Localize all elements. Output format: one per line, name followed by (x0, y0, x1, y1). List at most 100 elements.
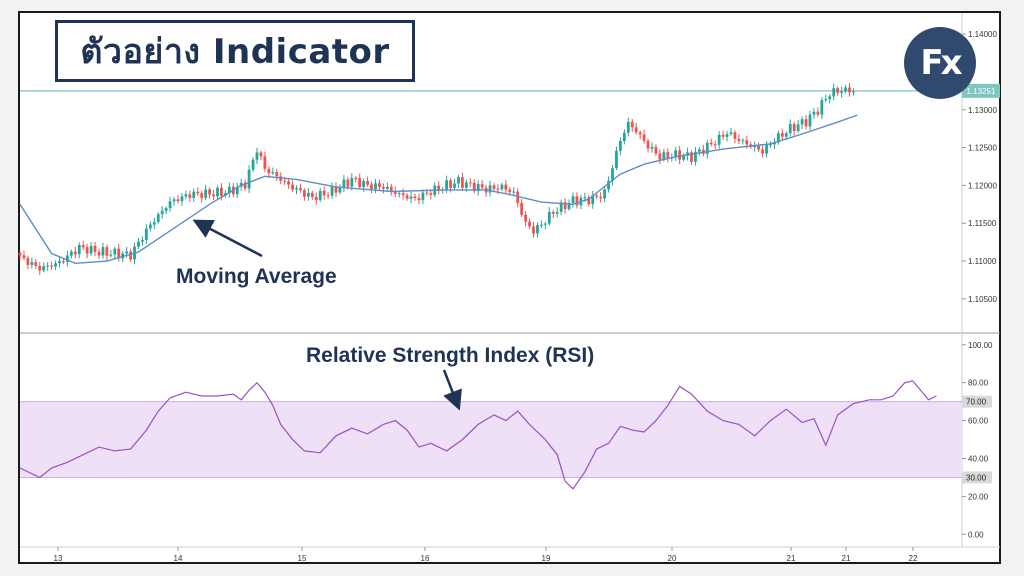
candle-body (488, 185, 492, 193)
candle-body (318, 190, 322, 201)
candle-body (180, 196, 184, 202)
candle-body (192, 191, 196, 198)
candle-body (619, 141, 622, 151)
candle-body (303, 190, 306, 197)
candle-body (42, 266, 46, 271)
rsi-band-tag (962, 395, 992, 408)
candle-body (417, 198, 421, 201)
candle-body (784, 133, 788, 137)
candle-body (844, 87, 847, 92)
candle-body (101, 247, 105, 256)
candle-body (520, 202, 524, 215)
candle-body (532, 226, 535, 234)
candle-body (698, 149, 701, 152)
candle-body (208, 189, 211, 195)
candle-body (346, 179, 350, 187)
rsi-tick-label: 100.00 (968, 341, 993, 350)
candle-body (705, 142, 709, 154)
current-price-label: 1.13251 (967, 87, 996, 96)
candle-body (212, 194, 215, 197)
candle-body (445, 180, 448, 190)
candle-body (524, 214, 527, 222)
candle-body (93, 245, 97, 252)
candles-group (18, 83, 855, 276)
candle-body (168, 201, 172, 209)
candle-body (765, 144, 768, 154)
price-tick-label: 1.11000 (968, 257, 997, 266)
candle-body (642, 134, 646, 141)
candle-body (255, 152, 259, 160)
candle-body (595, 195, 599, 197)
candle-body (243, 182, 247, 189)
candle-body (85, 247, 89, 254)
candle-body (615, 150, 618, 169)
candle-body (709, 142, 713, 145)
candle-body (571, 196, 575, 204)
time-tick-label: 14 (174, 554, 183, 563)
candle-body (354, 177, 358, 179)
candle-body (737, 138, 741, 141)
candle-body (172, 199, 176, 202)
candle-body (820, 100, 824, 115)
candle-body (295, 188, 298, 190)
candle-body (109, 254, 113, 256)
candle-body (421, 192, 425, 201)
candle-body (769, 144, 772, 146)
candle-body (599, 196, 603, 199)
candle-body (717, 134, 721, 145)
price-tick-label: 1.14000 (968, 30, 997, 39)
title-box: ตัวอย่าง Indicator (55, 20, 415, 82)
rsi-band-label: 70.00 (966, 398, 987, 407)
candle-body (145, 228, 148, 241)
candle-body (607, 180, 610, 190)
candle-body (279, 176, 283, 181)
candle-body (729, 132, 733, 135)
candle-body (461, 177, 464, 188)
candle-body (97, 251, 101, 256)
price-axis: 1.14000 1.13000 1.12500 1.12000 1.11500 1.110… (962, 30, 997, 304)
candle-body (66, 255, 69, 262)
candle-body (832, 88, 836, 97)
candle-body (686, 152, 689, 156)
candle-body (496, 188, 500, 190)
candle-body (322, 190, 326, 196)
candle-body (457, 177, 460, 184)
candle-body (773, 142, 776, 145)
candle-body (350, 177, 354, 187)
page-title: ตัวอย่าง Indicator (80, 32, 390, 72)
candle-body (291, 184, 294, 190)
candle-body (176, 199, 180, 202)
candle-body (342, 179, 346, 188)
candle-body (247, 169, 251, 189)
candle-body (62, 261, 65, 263)
rsi-tick-label: 0.00 (968, 530, 984, 539)
candle-body (287, 181, 290, 185)
candle-body (828, 96, 832, 100)
candle-body (733, 132, 737, 139)
candle-body (551, 211, 555, 214)
candle-body (780, 133, 784, 137)
candle-body (89, 245, 93, 254)
candle-body (235, 186, 239, 195)
candle-body (326, 195, 330, 197)
time-tick-label: 19 (542, 554, 551, 563)
candle-body (504, 184, 508, 190)
time-tick-label: 13 (54, 554, 63, 563)
candle-body (397, 193, 401, 195)
candle-body (137, 241, 140, 247)
candle-body (626, 121, 630, 133)
fx-logo: Fx (904, 27, 976, 99)
candle-body (611, 168, 614, 181)
candle-body (453, 183, 456, 188)
fx-logo-text: Fx (920, 43, 962, 83)
candle-body (437, 185, 441, 191)
candle-body (492, 185, 496, 189)
candle-body (516, 191, 520, 203)
candle-body (812, 111, 816, 115)
candle-body (824, 99, 828, 101)
candle-body (263, 156, 267, 169)
candle-body (409, 196, 413, 199)
candle-body (275, 172, 279, 177)
candle-body (690, 152, 693, 162)
